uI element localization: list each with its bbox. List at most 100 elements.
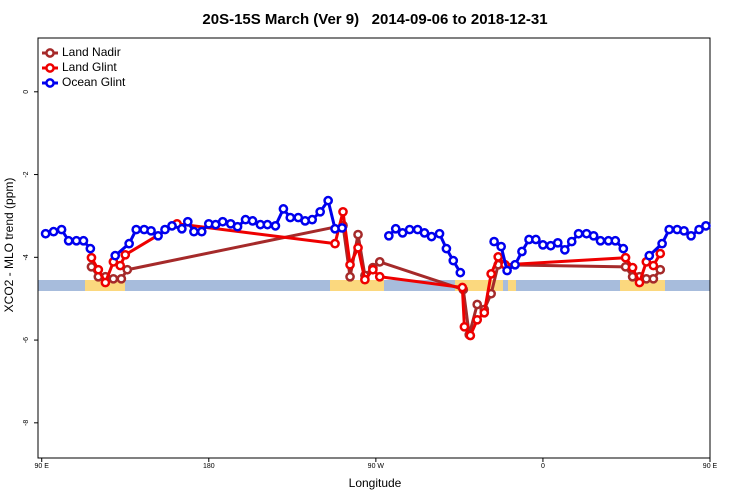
data-point <box>595 235 606 246</box>
data-point <box>426 231 437 242</box>
data-point <box>330 238 340 249</box>
data-point <box>315 206 326 217</box>
y-tick-label: 0 <box>23 90 30 94</box>
data-point <box>100 277 111 288</box>
x-tick-label: 180 <box>203 463 215 470</box>
surface-strip <box>38 280 710 291</box>
data-point <box>457 282 468 293</box>
data-point <box>353 242 363 253</box>
legend-label: Land Glint <box>62 60 117 74</box>
data-point <box>146 225 156 236</box>
data-point <box>486 269 496 279</box>
data-point <box>448 255 459 266</box>
y-tick-label: -8 <box>23 420 30 426</box>
x-tick-label: 0 <box>541 463 545 470</box>
data-point <box>196 226 207 237</box>
data-point <box>108 273 119 284</box>
x-tick-label: 90 E <box>703 463 718 470</box>
data-point <box>131 224 142 235</box>
y-axis-label: XCO2 - MLO trend (ppm) <box>2 178 16 313</box>
data-point <box>63 235 74 246</box>
data-point <box>40 228 51 239</box>
data-point <box>262 219 273 230</box>
data-point <box>455 267 466 278</box>
data-point <box>566 236 577 247</box>
x-tick-label: 90 E <box>35 463 50 470</box>
data-point <box>160 224 170 235</box>
data-point <box>120 249 131 260</box>
data-point <box>86 252 97 263</box>
data-point <box>217 216 228 227</box>
data-point <box>472 314 483 325</box>
data-point <box>122 264 133 275</box>
data-point <box>618 243 629 254</box>
legend-label: Ocean Glint <box>62 75 126 89</box>
data-point <box>384 230 394 241</box>
data-point <box>368 264 378 275</box>
data-point <box>489 236 499 247</box>
data-point <box>648 273 659 284</box>
data-point <box>510 259 520 270</box>
data-point <box>56 224 67 235</box>
series-line <box>90 210 662 338</box>
data-point <box>374 271 385 282</box>
data-point <box>655 264 666 275</box>
y-tick-label: -6 <box>23 337 30 343</box>
data-point <box>338 206 348 217</box>
data-point <box>153 230 163 241</box>
data-point <box>679 225 689 236</box>
data-point <box>390 223 401 234</box>
x-tick-label: 90 W <box>368 463 385 470</box>
data-point <box>110 250 121 261</box>
data-point <box>182 216 193 227</box>
data-point <box>552 237 563 248</box>
data-point <box>360 274 370 285</box>
data-point <box>270 221 281 231</box>
legend-label: Land Nadir <box>62 45 121 59</box>
plot-frame <box>37 37 711 459</box>
data-point <box>502 265 512 276</box>
y-tick-label: -4 <box>23 254 30 260</box>
data-point <box>345 259 355 270</box>
data-point <box>337 223 347 233</box>
data-point <box>493 252 504 262</box>
data-point <box>232 221 243 232</box>
data-point <box>655 248 666 259</box>
series <box>40 195 711 278</box>
land-strip <box>330 280 384 291</box>
data-point <box>686 230 696 241</box>
data-point <box>419 228 430 238</box>
data-point <box>177 223 187 234</box>
data-point <box>285 212 296 223</box>
data-point <box>115 260 126 271</box>
data-point <box>353 229 363 240</box>
data-point <box>573 228 584 239</box>
data-point <box>472 299 483 310</box>
data-point <box>85 243 96 254</box>
data-point <box>531 234 541 245</box>
data-point <box>323 195 333 206</box>
series <box>86 206 666 341</box>
data-point <box>48 226 59 237</box>
data-point <box>459 321 470 332</box>
data-point <box>247 216 258 226</box>
data-point <box>479 307 490 318</box>
data-point <box>93 264 104 275</box>
data-point <box>404 224 415 235</box>
data-point <box>496 241 507 252</box>
data-point <box>78 235 89 246</box>
data-point <box>644 250 655 261</box>
data-point <box>559 245 570 255</box>
data-point <box>620 252 631 263</box>
legend-marker <box>45 48 55 58</box>
data-point <box>116 273 127 284</box>
data-point <box>434 228 445 239</box>
data-point <box>345 271 355 282</box>
x-axis-label: Longitude <box>349 476 402 490</box>
data-point <box>664 224 675 235</box>
data-point <box>167 221 177 231</box>
y-tick-label: -2 <box>23 171 30 177</box>
data-point <box>441 243 452 254</box>
